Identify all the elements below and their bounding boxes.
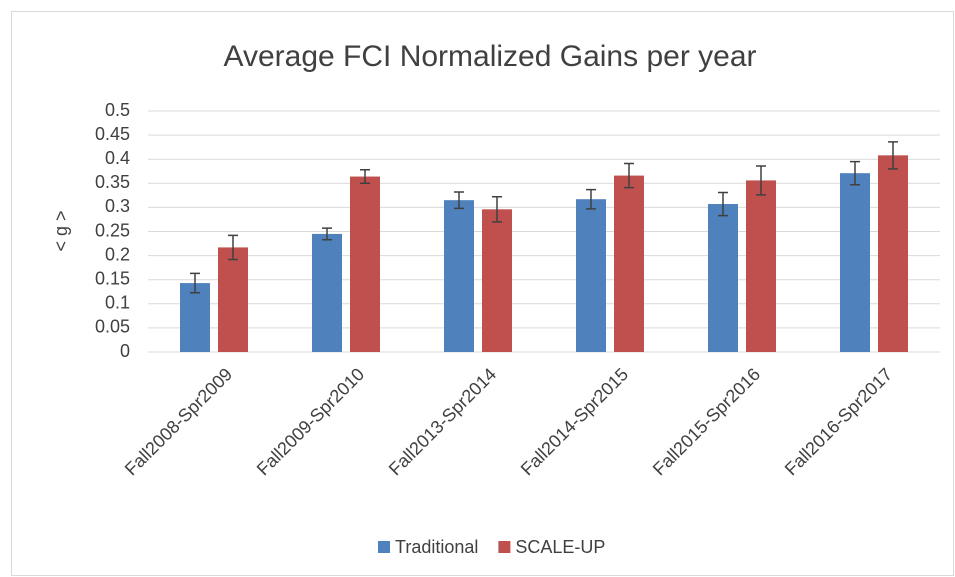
bar — [218, 247, 248, 352]
legend-label: Traditional — [395, 537, 478, 557]
y-tick-label: 0.5 — [105, 100, 130, 120]
legend-swatch — [378, 541, 390, 553]
error-bar — [322, 227, 332, 241]
error-bar — [454, 191, 464, 210]
bar — [180, 283, 210, 352]
bar — [444, 200, 474, 352]
y-tick-label: 0.05 — [95, 317, 130, 337]
y-tick-label: 0.45 — [95, 124, 130, 144]
y-tick-label: 0.4 — [105, 148, 130, 168]
y-tick-label: 0.25 — [95, 220, 130, 240]
error-bar — [718, 191, 728, 217]
bar — [482, 209, 512, 352]
y-axis-label: < g > — [51, 210, 71, 251]
bar — [614, 175, 644, 352]
chart-title: Average FCI Normalized Gains per year — [224, 40, 757, 73]
error-bar — [756, 165, 766, 196]
y-tick-label: 0.2 — [105, 244, 130, 264]
y-tick-label: 0.35 — [95, 172, 130, 192]
bar — [840, 173, 870, 352]
error-bar — [888, 141, 898, 170]
error-bar — [850, 160, 860, 186]
y-tick-label: 0.15 — [95, 268, 130, 288]
y-tick-label: 0 — [120, 341, 130, 361]
error-bar — [492, 196, 502, 223]
error-bar — [228, 234, 238, 261]
bar — [576, 199, 606, 352]
error-bar — [624, 162, 634, 189]
error-bar — [586, 188, 596, 210]
error-bar — [360, 169, 370, 185]
y-tick-label: 0.3 — [105, 196, 130, 216]
bar — [746, 180, 776, 352]
bar — [708, 204, 738, 352]
legend-label: SCALE-UP — [515, 537, 605, 557]
error-bar — [190, 272, 200, 294]
y-tick-label: 0.1 — [105, 293, 130, 313]
legend-swatch — [498, 541, 511, 553]
bar — [878, 155, 908, 352]
bar — [312, 233, 342, 352]
bar — [350, 176, 380, 352]
